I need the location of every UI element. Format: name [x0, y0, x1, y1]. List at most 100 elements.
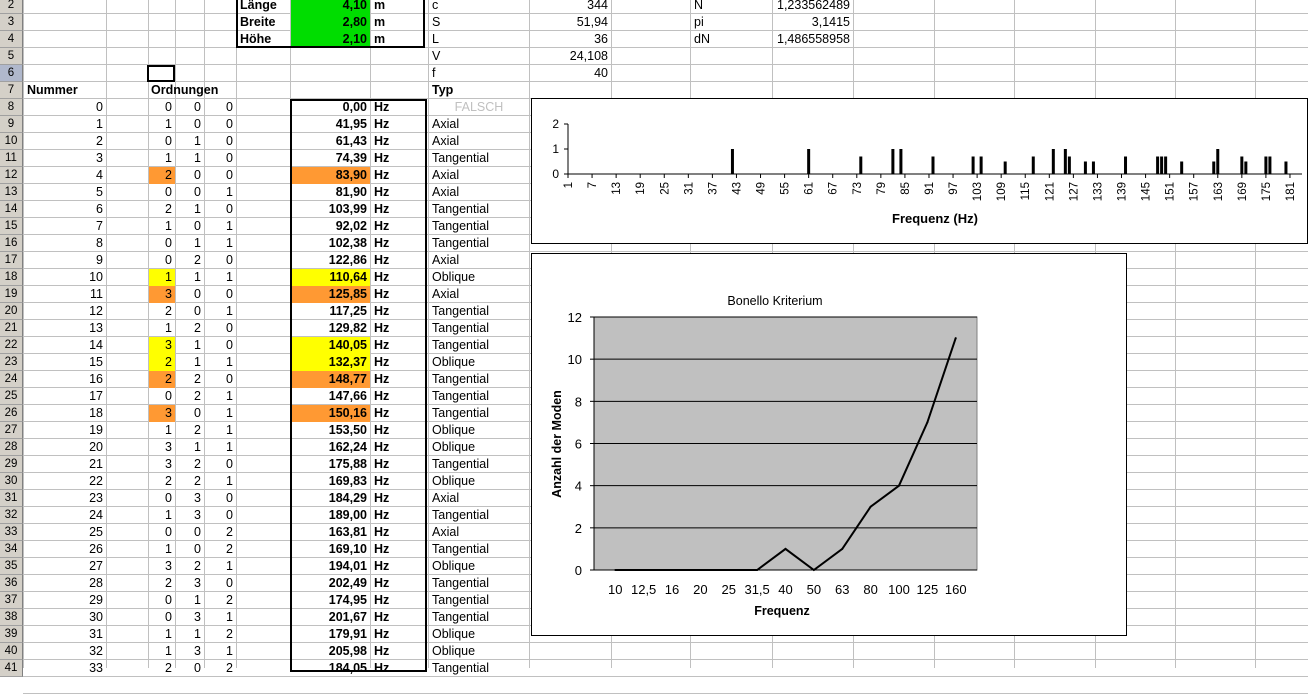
order-x[interactable]: 2	[149, 167, 175, 184]
order-x[interactable]: 2	[165, 661, 172, 675]
order-y[interactable]: 0	[194, 219, 201, 233]
order-z[interactable]: 0	[226, 202, 233, 216]
row-header[interactable]: 24	[0, 371, 23, 388]
order-x[interactable]: 3	[165, 440, 172, 454]
order-x[interactable]: 2	[165, 576, 172, 590]
order-z[interactable]: 1	[226, 406, 233, 420]
order-x[interactable]: 3	[149, 405, 175, 422]
dimension-value[interactable]: 4,10	[291, 0, 370, 14]
constant-value[interactable]: 344	[587, 0, 608, 12]
order-y[interactable]: 0	[194, 287, 201, 301]
row-header[interactable]: 36	[0, 575, 23, 592]
mode-spectrum-chart[interactable]: 0 1 2 1 7 13 19 25 31 37 43 49 55 61 67 73 79 85 91 97 103 10…	[531, 98, 1308, 244]
order-y[interactable]: 1	[194, 202, 201, 216]
order-z[interactable]: 1	[226, 440, 233, 454]
order-x[interactable]: 1	[165, 508, 172, 522]
order-y[interactable]: 1	[194, 338, 201, 352]
constant-value[interactable]: 36	[594, 32, 608, 46]
order-x[interactable]: 2	[149, 371, 175, 388]
order-z[interactable]: 1	[226, 610, 233, 624]
order-y[interactable]: 2	[194, 474, 201, 488]
order-z[interactable]: 0	[226, 491, 233, 505]
dimension-value[interactable]: 2,80	[291, 14, 370, 31]
order-z[interactable]: 0	[226, 372, 233, 386]
order-x[interactable]: 1	[165, 627, 172, 641]
row-header[interactable]: 10	[0, 133, 23, 150]
order-z[interactable]: 0	[226, 321, 233, 335]
row-header[interactable]: 8	[0, 99, 23, 116]
order-x[interactable]: 0	[165, 610, 172, 624]
row-header[interactable]: 13	[0, 184, 23, 201]
order-y[interactable]: 0	[194, 117, 201, 131]
row-header[interactable]: 20	[0, 303, 23, 320]
order-x[interactable]: 0	[165, 525, 172, 539]
order-x[interactable]: 0	[165, 389, 172, 403]
order-y[interactable]: 3	[194, 576, 201, 590]
order-y[interactable]: 2	[194, 372, 201, 386]
order-z[interactable]: 0	[226, 168, 233, 182]
row-header[interactable]: 15	[0, 218, 23, 235]
order-z[interactable]: 1	[226, 355, 233, 369]
order-z[interactable]: 0	[226, 100, 233, 114]
order-z[interactable]: 2	[226, 627, 233, 641]
row-header[interactable]: 22	[0, 337, 23, 354]
order-y[interactable]: 1	[194, 151, 201, 165]
row-header[interactable]: 32	[0, 507, 23, 524]
order-y[interactable]: 0	[194, 304, 201, 318]
order-x[interactable]: 1	[149, 269, 175, 286]
constant-value[interactable]: 40	[594, 66, 608, 80]
row-header[interactable]: 25	[0, 388, 23, 405]
order-z[interactable]: 2	[226, 593, 233, 607]
row-header[interactable]: 40	[0, 643, 23, 660]
row-header[interactable]: 3	[0, 14, 23, 31]
order-x[interactable]: 3	[149, 337, 175, 354]
order-x[interactable]: 2	[165, 202, 172, 216]
order-x[interactable]: 1	[165, 423, 172, 437]
order-y[interactable]: 2	[194, 253, 201, 267]
row-header[interactable]: 31	[0, 490, 23, 507]
order-y[interactable]: 3	[194, 508, 201, 522]
row-header[interactable]: 21	[0, 320, 23, 337]
order-y[interactable]: 3	[194, 610, 201, 624]
row-header[interactable]: 11	[0, 150, 23, 167]
constant-value[interactable]: 51,94	[576, 15, 608, 29]
row-header[interactable]: 34	[0, 541, 23, 558]
order-x[interactable]: 0	[165, 185, 172, 199]
order-z[interactable]: 0	[226, 338, 233, 352]
order-z[interactable]: 0	[226, 457, 233, 471]
row-header[interactable]: 5	[0, 48, 23, 65]
order-x[interactable]: 0	[165, 491, 172, 505]
order-y[interactable]: 1	[194, 355, 201, 369]
order-z[interactable]: 2	[226, 525, 233, 539]
order-z[interactable]: 1	[226, 185, 233, 199]
row-header[interactable]: 18	[0, 269, 23, 286]
order-y[interactable]: 1	[194, 593, 201, 607]
constant-value[interactable]: 3,1415	[811, 15, 850, 29]
order-z[interactable]: 0	[226, 508, 233, 522]
row-header[interactable]: 37	[0, 592, 23, 609]
order-z[interactable]: 1	[226, 236, 233, 250]
order-x[interactable]: 1	[165, 644, 172, 658]
order-y[interactable]: 0	[194, 661, 201, 675]
row-header[interactable]: 7	[0, 82, 23, 99]
dimension-value[interactable]: 2,10	[291, 31, 370, 48]
order-y[interactable]: 2	[194, 559, 201, 573]
order-x[interactable]: 2	[165, 304, 172, 318]
row-header[interactable]: 41	[0, 660, 23, 677]
order-z[interactable]: 1	[226, 423, 233, 437]
order-x[interactable]: 2	[165, 474, 172, 488]
row-header[interactable]: 23	[0, 354, 23, 371]
row-header[interactable]: 38	[0, 609, 23, 626]
row-header[interactable]: 33	[0, 524, 23, 541]
order-x[interactable]: 1	[165, 219, 172, 233]
order-z[interactable]: 0	[226, 576, 233, 590]
order-y[interactable]: 1	[194, 270, 201, 284]
order-x[interactable]: 0	[165, 236, 172, 250]
row-header[interactable]: 4	[0, 31, 23, 48]
row-header[interactable]: 35	[0, 558, 23, 575]
order-z[interactable]: 1	[226, 644, 233, 658]
row-header[interactable]: 2	[0, 0, 23, 14]
order-z[interactable]: 1	[226, 389, 233, 403]
order-y[interactable]: 0	[194, 168, 201, 182]
order-x[interactable]: 0	[165, 134, 172, 148]
